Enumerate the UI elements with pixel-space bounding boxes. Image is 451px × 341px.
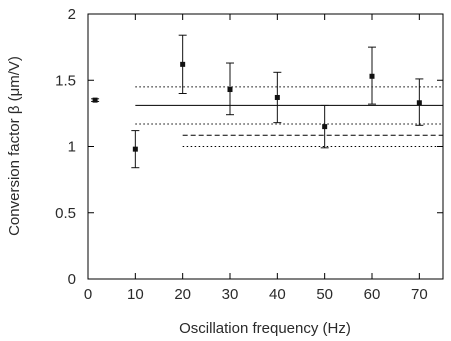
reference-lines <box>135 86 443 147</box>
data-point <box>416 100 422 106</box>
data-point <box>132 146 138 152</box>
y-tick-label: 0.5 <box>55 205 76 222</box>
x-tick-label: 50 <box>316 286 333 303</box>
data-point <box>92 97 98 103</box>
data-series <box>91 34 424 169</box>
y-tick-label: 1.5 <box>55 72 76 89</box>
x-tick-label: 60 <box>364 286 381 303</box>
x-tick-label: 40 <box>269 286 286 303</box>
data-point <box>322 124 328 130</box>
y-tick-label: 1 <box>68 139 76 156</box>
x-tick-label: 20 <box>174 286 191 303</box>
y-tick-label: 0 <box>68 271 76 288</box>
x-tick-label: 10 <box>127 286 144 303</box>
data-point <box>369 73 375 79</box>
data-point <box>227 87 233 93</box>
x-tick-label: 30 <box>222 286 239 303</box>
y-tick-label: 2 <box>68 6 76 23</box>
data-point <box>180 61 186 67</box>
x-tick-label: 70 <box>411 286 428 303</box>
plot-frame <box>87 13 444 280</box>
axis-ticks <box>87 13 443 280</box>
x-tick-label: 0 <box>84 286 92 303</box>
data-point <box>274 94 280 100</box>
y-axis-label: Conversion factor β (μm/V) <box>6 56 23 236</box>
x-axis-label: Oscillation frequency (Hz) <box>179 320 351 337</box>
axis-tick-labels: 0 10 20 30 40 50 60 70 0 0.5 1 1.5 2 <box>55 6 428 303</box>
